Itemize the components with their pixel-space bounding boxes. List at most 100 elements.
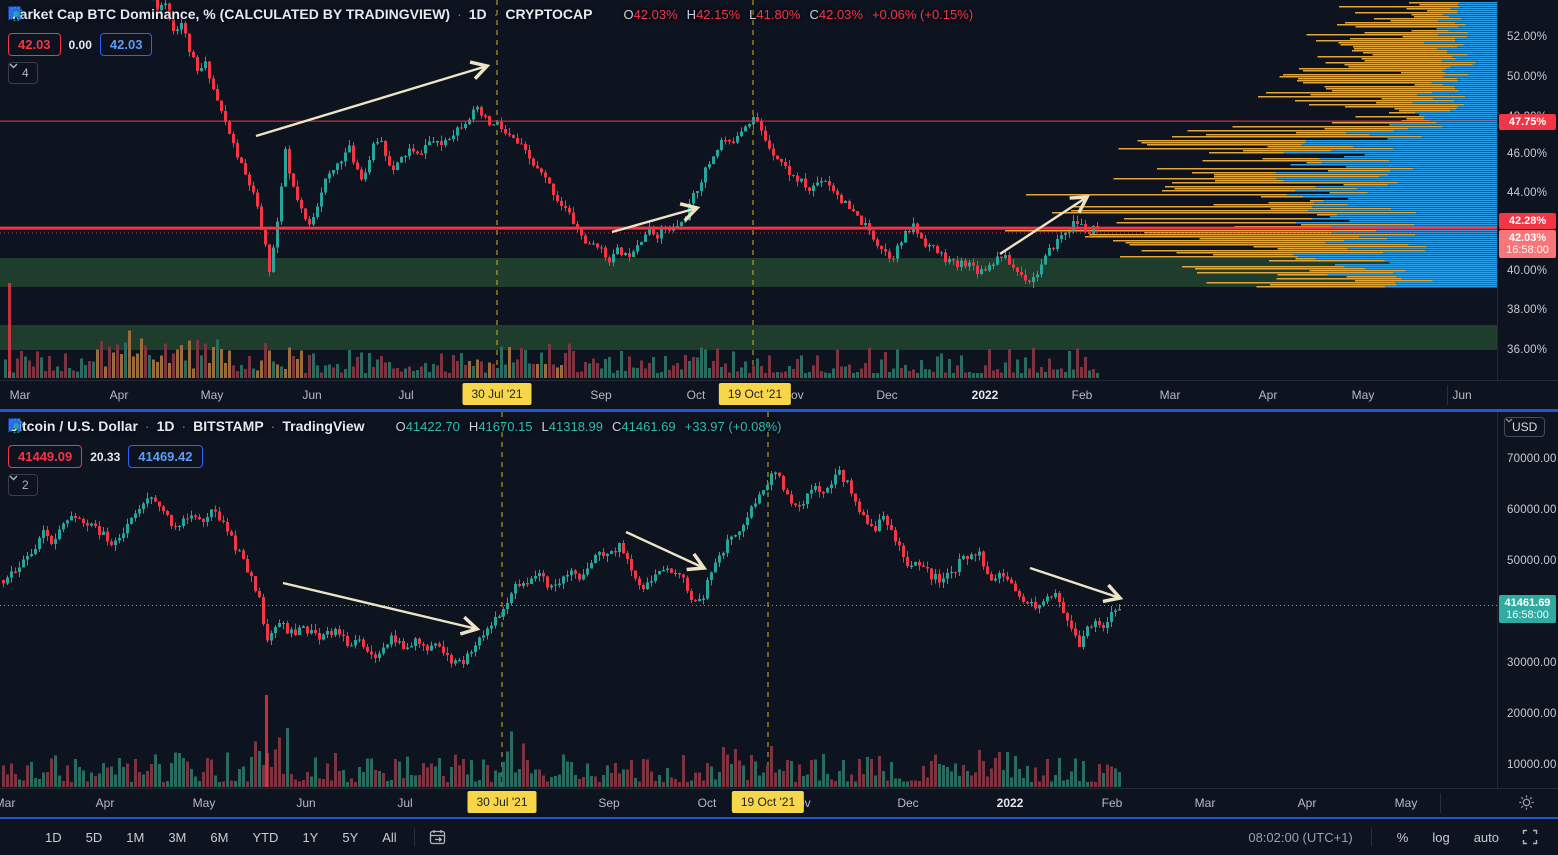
price-tick: 36.00% xyxy=(1507,344,1548,356)
separator-dot: · xyxy=(493,6,499,22)
price-tick: 50.00% xyxy=(1507,71,1548,83)
dominance-ohlc: O42.03% H42.15% L41.80% C42.03% +0.06% (… xyxy=(623,6,974,22)
pane-separator[interactable] xyxy=(0,409,1558,412)
month-label: Oct xyxy=(686,388,706,402)
dominance-exchange[interactable]: CRYPTOCAP xyxy=(505,6,593,22)
range-6m-button[interactable]: 6M xyxy=(210,829,229,845)
go-to-date-button[interactable] xyxy=(423,826,454,849)
range-ytd-button[interactable]: YTD xyxy=(252,829,279,845)
dominance-symbol-title[interactable]: Market Cap BTC Dominance, % (CALCULATED … xyxy=(8,6,451,22)
btcusd-ohlc: O41422.70 H41670.15 L41318.99 C41461.69 … xyxy=(395,418,782,434)
btcusd-time-axis[interactable]: Mar Apr May Jun Jul 30 Jul '21 Sep Oct 19 Oct '2… xyxy=(0,788,1558,817)
session-bands xyxy=(0,258,1497,350)
month-label: Jun xyxy=(296,796,316,810)
current-price-label: 42.03% 16:58:00 xyxy=(1499,230,1556,258)
btcusd-header: Bitcoin / U.S. Dollar · 1D · BITSTAMP · … xyxy=(8,418,782,434)
btcusd-chart-canvas[interactable] xyxy=(0,412,1497,788)
range-1m-button[interactable]: 1M xyxy=(126,829,145,845)
level-price-label: 42.28% xyxy=(1499,213,1556,229)
dominance-change: +0.06% (+0.15%) xyxy=(871,6,974,22)
event-vlines xyxy=(496,0,754,380)
current-price-label: 41461.69 16:58:00 xyxy=(1499,595,1556,623)
btcusd-pane: Bitcoin / U.S. Dollar · 1D · BITSTAMP · … xyxy=(0,412,1558,817)
chevron-down-icon xyxy=(1505,418,1513,423)
axis-divider xyxy=(1440,793,1441,813)
dominance-header: Market Cap BTC Dominance, % (CALCULATED … xyxy=(8,6,973,22)
month-label: Apr xyxy=(1297,796,1317,810)
spread-value: 0.00 xyxy=(68,37,92,52)
btcusd-exchange[interactable]: BITSTAMP xyxy=(193,418,264,434)
auto-scale-button[interactable]: auto xyxy=(1473,829,1499,845)
volume-bars xyxy=(4,283,1099,378)
bottom-toolbar: 1D 5D 1M 3M 6M YTD 1Y 5Y All 08:02:00 (UTC+1) % … xyxy=(0,819,1558,855)
currency-selector-button[interactable]: USD xyxy=(1504,417,1546,437)
month-label: Dec xyxy=(876,388,898,402)
volume-bars xyxy=(2,695,1121,787)
candles xyxy=(2,466,1121,668)
sell-button[interactable]: 42.03 xyxy=(8,33,61,56)
maximize-icon[interactable] xyxy=(1516,826,1544,848)
btcusd-interval[interactable]: 1D xyxy=(156,418,175,434)
date-marker-label: 30 Jul '21 xyxy=(462,383,532,405)
spread-value: 20.33 xyxy=(90,449,121,464)
btcusd-bid-ask: 41449.09 20.33 41469.42 xyxy=(8,445,203,468)
range-5d-button[interactable]: 5D xyxy=(85,829,103,845)
sell-button[interactable]: 41449.09 xyxy=(8,445,83,468)
month-label: Feb xyxy=(1071,388,1093,402)
month-label: Apr xyxy=(95,796,115,810)
indicator-count: 4 xyxy=(22,66,29,80)
toolbar-divider xyxy=(1370,828,1372,846)
price-tick: 52.00% xyxy=(1507,31,1548,43)
volume-profile xyxy=(1004,2,1497,288)
dominance-time-axis[interactable]: Mar Apr May Jun Jul 30 Jul '21 Sep Oct 19 Oct '2… xyxy=(0,380,1558,409)
log-scale-button[interactable]: log xyxy=(1432,829,1450,845)
trend-arrows xyxy=(255,60,1090,256)
price-tick: 60000.00 xyxy=(1507,504,1557,516)
price-tick: 44.00% xyxy=(1507,187,1548,199)
month-label: May xyxy=(200,388,224,402)
month-label: Mar xyxy=(0,796,16,810)
month-label: May xyxy=(192,796,216,810)
btcusd-collapse-button[interactable]: 2 xyxy=(8,474,38,496)
month-label: Sep xyxy=(590,388,612,402)
dominance-price-scale[interactable]: 52.00%50.00%48.00%46.00%44.00%40.00%38.0… xyxy=(1497,0,1558,380)
buy-button[interactable]: 42.03 xyxy=(99,33,153,56)
dominance-pane: Market Cap BTC Dominance, % (CALCULATED … xyxy=(0,0,1558,409)
axis-divider xyxy=(1447,385,1448,405)
separator-dot: · xyxy=(270,418,276,434)
btcusd-price-scale[interactable]: USD 70000.00 60000.00 50000.00 30000.00 2000… xyxy=(1497,412,1558,788)
price-tick: 30000.00 xyxy=(1507,657,1557,669)
range-5y-button[interactable]: 5Y xyxy=(342,829,359,845)
range-1y-button[interactable]: 1Y xyxy=(302,829,319,845)
btcusd-provider[interactable]: TradingView xyxy=(282,418,365,434)
range-buttons: 1D 5D 1M 3M 6M YTD 1Y 5Y All xyxy=(0,826,406,849)
month-label: 2022 xyxy=(971,388,999,402)
month-label: Oct xyxy=(697,796,717,810)
clock-timezone-button[interactable]: 08:02:00 (UTC+1) xyxy=(1248,829,1353,845)
range-all-button[interactable]: All xyxy=(382,829,397,845)
separator-dot: · xyxy=(181,418,187,434)
buy-button[interactable]: 41469.42 xyxy=(128,445,203,468)
trend-arrows xyxy=(282,530,1124,636)
toolbar-divider xyxy=(413,828,415,846)
price-tick: 40.00% xyxy=(1507,265,1548,277)
date-marker-label: 19 Oct '21 xyxy=(731,791,805,813)
event-vlines xyxy=(501,412,769,788)
btcusd-symbol-title[interactable]: Bitcoin / U.S. Dollar xyxy=(8,418,138,434)
dominance-chart-canvas[interactable] xyxy=(0,0,1497,380)
month-label: Jun xyxy=(302,388,322,402)
range-1d-button[interactable]: 1D xyxy=(45,829,62,845)
percent-scale-button[interactable]: % xyxy=(1396,829,1409,845)
month-label: May xyxy=(1351,388,1375,402)
price-tick: 38.00% xyxy=(1507,304,1548,316)
bottom-separator xyxy=(0,817,1558,819)
range-3m-button[interactable]: 3M xyxy=(168,829,187,845)
btcusd-change: +33.97 (+0.08%) xyxy=(684,418,782,434)
price-tick: 70000.00 xyxy=(1507,453,1557,465)
dominance-interval[interactable]: 1D xyxy=(468,6,487,22)
price-tick: 20000.00 xyxy=(1507,708,1557,720)
dominance-collapse-button[interactable]: 4 xyxy=(8,62,38,84)
level-lines xyxy=(0,120,1497,230)
month-label: Mar xyxy=(9,388,31,402)
